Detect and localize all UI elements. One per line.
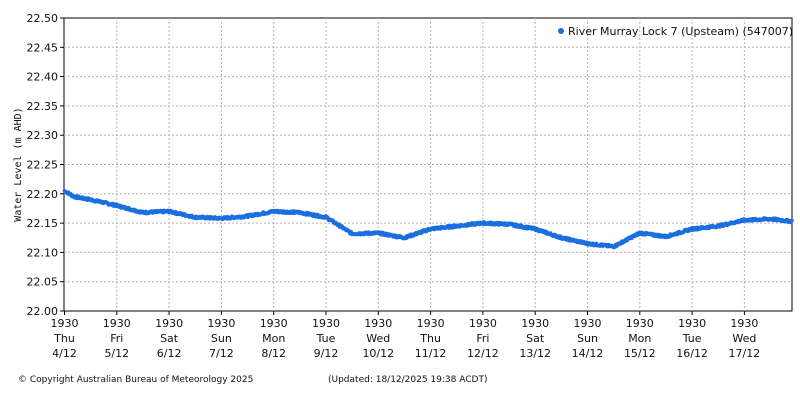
legend-marker [558, 28, 564, 34]
x-tick-label: 1930 [678, 317, 706, 330]
y-tick-label: 22.40 [27, 71, 59, 84]
x-tick-label: 12/12 [467, 347, 499, 360]
x-tick-label: Wed [732, 332, 756, 345]
x-tick-label: 15/12 [624, 347, 656, 360]
x-tick-label: 1930 [626, 317, 654, 330]
x-tick-label: 1930 [51, 317, 79, 330]
x-tick-label: 1930 [103, 317, 131, 330]
x-tick-label: Sun [211, 332, 232, 345]
y-tick-label: 22.25 [27, 159, 59, 172]
x-tick-label: 7/12 [209, 347, 234, 360]
x-tick-label: 1930 [260, 317, 288, 330]
x-tick-label: Mon [262, 332, 285, 345]
x-tick-label: 14/12 [572, 347, 604, 360]
x-tick-label: 5/12 [104, 347, 129, 360]
x-tick-label: 16/12 [676, 347, 708, 360]
x-tick-label: 4/12 [52, 347, 77, 360]
copyright-text: © Copyright Australian Bureau of Meteoro… [18, 375, 254, 385]
series-points [62, 189, 794, 250]
x-tick-label: 10/12 [362, 347, 394, 360]
x-tick-label: Wed [366, 332, 390, 345]
x-tick-label: Sat [526, 332, 545, 345]
x-tick-label: Thu [419, 332, 441, 345]
x-tick-label: 11/12 [415, 347, 447, 360]
x-tick-label: Sat [160, 332, 179, 345]
x-tick-label: 1930 [312, 317, 340, 330]
x-tick-label: 13/12 [519, 347, 551, 360]
data-point [789, 218, 794, 223]
x-tick-label: 8/12 [261, 347, 286, 360]
x-tick-label: 17/12 [729, 347, 761, 360]
y-tick-label: 22.45 [27, 41, 59, 54]
x-tick-label: 1930 [207, 317, 235, 330]
x-tick-label: 1930 [730, 317, 758, 330]
x-tick-label: Mon [628, 332, 651, 345]
x-tick-label: 1930 [417, 317, 445, 330]
x-tick-label: 6/12 [157, 347, 182, 360]
x-tick-label: Sun [577, 332, 598, 345]
updated-text: (Updated: 18/12/2025 19:38 ACDT) [328, 375, 488, 385]
y-tick-label: 22.50 [27, 12, 59, 25]
legend-label: River Murray Lock 7 (Upsteam) (547007) [568, 25, 793, 38]
x-tick-label: Tue [316, 332, 336, 345]
y-tick-label: 22.10 [27, 246, 59, 259]
x-tick-label: Tue [682, 332, 702, 345]
y-tick-label: 22.15 [27, 217, 59, 230]
x-tick-label: 1930 [574, 317, 602, 330]
x-tick-label: Fri [110, 332, 123, 345]
y-tick-label: 22.20 [27, 188, 59, 201]
y-tick-label: 22.00 [27, 305, 59, 318]
y-axis-label: Water Level (m AHD) [13, 107, 24, 221]
x-tick-label: 9/12 [314, 347, 339, 360]
x-tick-label: Fri [476, 332, 489, 345]
y-tick-label: 22.05 [27, 276, 59, 289]
y-tick-label: 22.35 [27, 100, 59, 113]
x-tick-label: 1930 [469, 317, 497, 330]
x-tick-label: 1930 [155, 317, 183, 330]
x-tick-label: 1930 [521, 317, 549, 330]
y-tick-label: 22.30 [27, 129, 59, 142]
x-tick-label: Thu [53, 332, 75, 345]
x-tick-label: 1930 [364, 317, 392, 330]
